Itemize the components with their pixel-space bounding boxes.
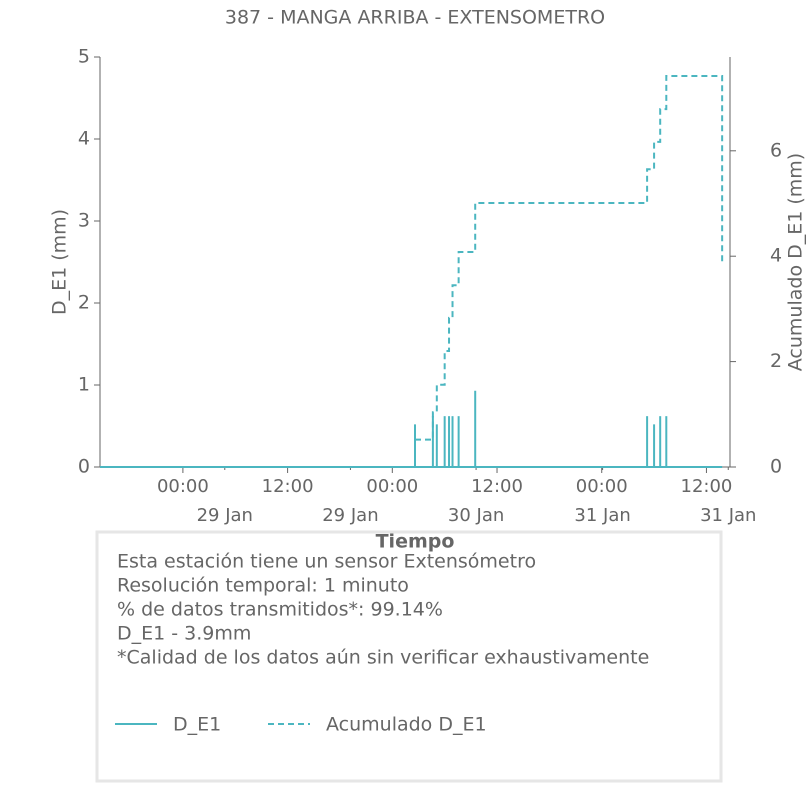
- legend-label: D_E1: [173, 714, 221, 736]
- x-date-label: 29 Jan: [197, 505, 253, 526]
- y-tick-label: 3: [78, 210, 90, 232]
- info-line: *Calidad de los datos aún sin verificar …: [117, 647, 649, 669]
- x-axis-label: Tiempo: [376, 531, 455, 553]
- x-tick-label: 12:00: [471, 476, 523, 497]
- info-line: D_E1 - 3.9mm: [117, 623, 251, 645]
- y2-tick-label: 2: [770, 350, 782, 372]
- y2-tick-label: 4: [770, 245, 782, 267]
- info-line: Esta estación tiene un sensor Extensómet…: [117, 551, 536, 573]
- y-tick-label: 5: [78, 46, 90, 68]
- y-tick-label: 1: [78, 374, 90, 396]
- x-tick-label: 12:00: [681, 476, 733, 497]
- y-tick-label: 4: [78, 128, 90, 150]
- y-tick-label: 0: [78, 456, 90, 478]
- chart-title: 387 - MANGA ARRIBA - EXTENSOMETRO: [225, 7, 605, 29]
- y2-tick-label: 6: [770, 139, 782, 161]
- y-tick-label: 2: [78, 292, 90, 314]
- x-date-label: 31 Jan: [574, 505, 630, 526]
- x-tick-label: 00:00: [576, 476, 628, 497]
- x-tick-label: 00:00: [366, 476, 418, 497]
- info-line: Resolución temporal: 1 minuto: [117, 575, 409, 597]
- cumulative-line: [415, 76, 722, 440]
- x-tick-label: 00:00: [157, 476, 209, 497]
- x-date-label: 30 Jan: [448, 505, 504, 526]
- y2-tick-label: 0: [770, 456, 782, 478]
- y-axis-label: D_E1 (mm): [49, 209, 71, 315]
- x-date-label: 31 Jan: [700, 505, 756, 526]
- info-line: % de datos transmitidos*: 99.14%: [117, 599, 443, 621]
- x-tick-label: 12:00: [262, 476, 314, 497]
- legend-label: Acumulado D_E1: [326, 714, 487, 736]
- y2-axis-label: Acumulado D_E1 (mm): [785, 153, 806, 371]
- x-date-label: 29 Jan: [322, 505, 378, 526]
